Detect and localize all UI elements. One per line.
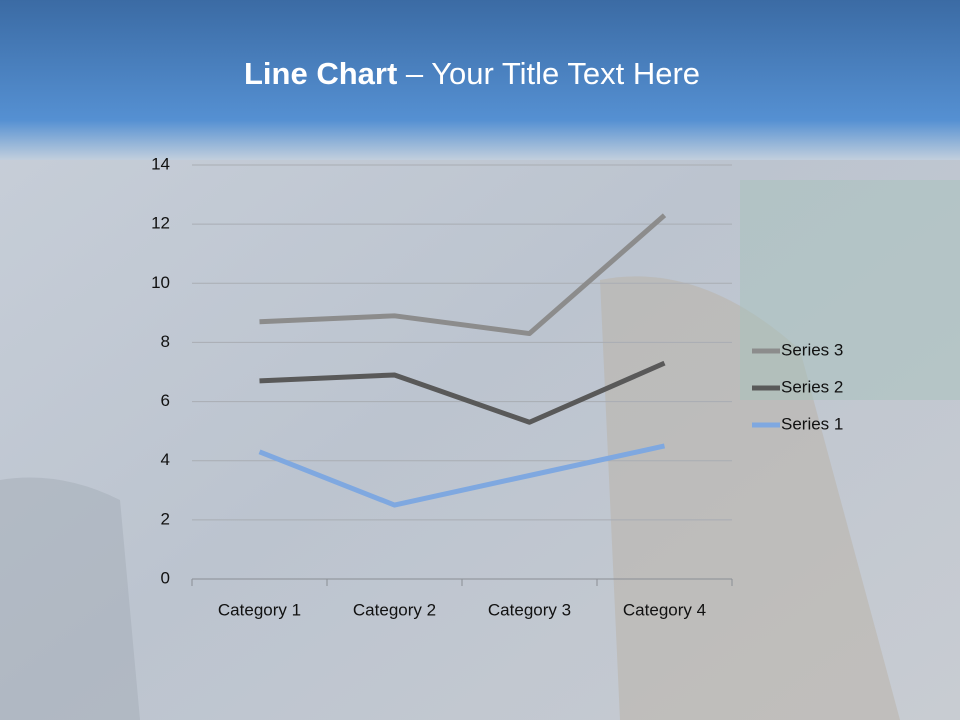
slide-title: Line Chart – Your Title Text Here: [244, 56, 700, 91]
x-tick-label: Category 4: [623, 600, 706, 619]
y-tick-label: 6: [161, 391, 170, 410]
y-tick-label: 0: [161, 568, 170, 587]
photo-shape: [0, 477, 140, 720]
title-bold: Line Chart: [244, 56, 397, 91]
chart: 0 2 4 6 8 10 12 14 Category 1 Category 2 Category …: [151, 154, 843, 619]
y-tick-label: 2: [161, 509, 170, 528]
photo-shape: [600, 276, 900, 720]
y-tick-label: 8: [161, 332, 170, 351]
legend-label: Series 2: [781, 377, 843, 396]
series-line: [259, 213, 667, 337]
photo-shape: [740, 180, 960, 400]
legend-label: Series 3: [781, 340, 843, 359]
series-line: [258, 443, 666, 508]
x-tick-label: Category 2: [353, 600, 436, 619]
y-tick-label: 12: [151, 214, 170, 233]
legend-label: Series 1: [781, 414, 843, 433]
series-line: [259, 360, 666, 425]
x-tick-label: Category 1: [218, 600, 301, 619]
y-tick-label: 14: [151, 154, 170, 173]
x-tick-label: Category 3: [488, 600, 571, 619]
y-tick-label: 4: [161, 450, 170, 469]
title-rest: – Your Title Text Here: [406, 56, 700, 91]
header-band: [0, 0, 960, 160]
y-tick-label: 10: [151, 273, 170, 292]
